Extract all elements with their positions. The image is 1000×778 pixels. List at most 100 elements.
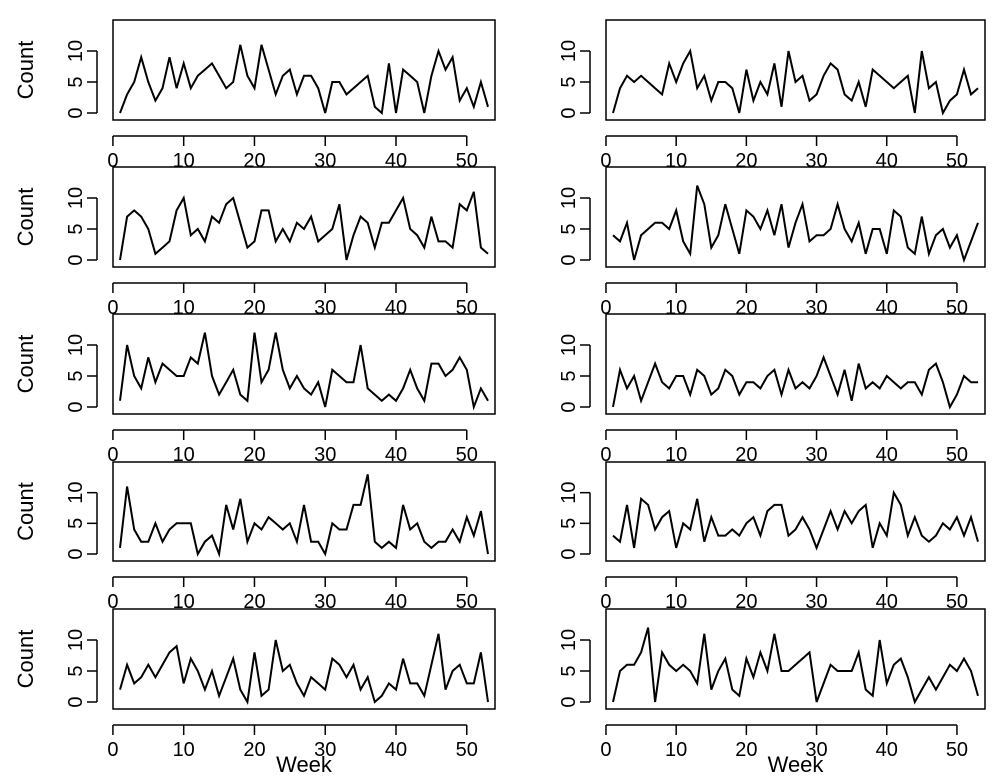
x-tick-label: 20 — [735, 297, 757, 319]
x-tick-label: 50 — [946, 591, 968, 613]
series-line — [119, 191, 489, 261]
y-tick-label: 0 — [558, 107, 580, 118]
x-tick-label: 30 — [314, 591, 336, 613]
plot-frame — [605, 313, 986, 415]
x-tick-label: 50 — [946, 150, 968, 172]
x-tick-label: 10 — [665, 297, 687, 319]
x-tick-label: 20 — [735, 150, 757, 172]
x-tick-label: 50 — [456, 739, 478, 761]
panel-5: 0 5 10 Count 0 10 20 30 40 50 — [13, 313, 496, 466]
series-line — [612, 354, 978, 410]
x-tick-label: 40 — [385, 297, 407, 319]
x-tick-label: 30 — [314, 150, 336, 172]
y-tick-label: 0 — [558, 401, 580, 412]
x-tick-label: 20 — [735, 444, 757, 466]
x-tick-label: 10 — [173, 297, 195, 319]
y-tick-label: 10 — [65, 40, 87, 62]
panel-3: 0 5 10 Count 0 10 20 30 40 50 — [13, 166, 496, 319]
y-axis-title: Count — [13, 188, 38, 247]
y-tick-label: 5 — [558, 518, 580, 529]
x-tick-label: 20 — [243, 150, 265, 172]
y-tick-label: 10 — [65, 629, 87, 651]
panel-1: 0 5 10 Count 0 10 20 30 40 50 — [13, 19, 496, 172]
plot-frame — [112, 461, 496, 562]
y-tick-label: 0 — [558, 548, 580, 559]
x-axis-title: Week — [276, 752, 333, 777]
x-tick-label: 0 — [600, 444, 611, 466]
series-line — [612, 627, 979, 705]
series-line — [119, 633, 489, 706]
series-line — [119, 332, 489, 411]
series-line — [612, 489, 979, 551]
x-tick-label: 50 — [946, 444, 968, 466]
x-axis-title: Week — [768, 752, 825, 777]
y-tick-label: 10 — [558, 187, 580, 209]
panel-7: 0 5 10 Count 0 10 20 30 40 50 — [13, 461, 496, 613]
plot-frame — [112, 313, 496, 415]
x-tick-label: 50 — [456, 444, 478, 466]
plot-frame — [605, 166, 986, 268]
x-tick-label: 10 — [665, 150, 687, 172]
x-tick-label: 40 — [385, 591, 407, 613]
y-tick-label: 10 — [65, 334, 87, 356]
x-tick-label: 20 — [243, 297, 265, 319]
y-tick-label: 0 — [558, 696, 580, 707]
y-tick-label: 5 — [65, 518, 87, 529]
panel-6: 0 5 10 0 10 20 30 40 50 — [558, 313, 986, 466]
y-axis-title: Count — [13, 630, 38, 689]
x-tick-label: 30 — [805, 150, 827, 172]
x-tick-label: 30 — [805, 739, 827, 761]
panel-4: 0 5 10 0 10 20 30 40 50 — [558, 166, 986, 319]
y-axis-title: Count — [13, 335, 38, 394]
y-tick-label: 5 — [558, 223, 580, 234]
y-axis-title: Count — [13, 482, 38, 541]
plot-frame — [605, 461, 986, 562]
x-tick-label: 0 — [600, 150, 611, 172]
y-tick-label: 10 — [558, 482, 580, 504]
plot-frame — [605, 608, 986, 710]
x-tick-label: 20 — [735, 591, 757, 613]
x-tick-label: 10 — [665, 444, 687, 466]
x-tick-label: 40 — [876, 444, 898, 466]
x-tick-label: 0 — [600, 739, 611, 761]
x-tick-label: 50 — [456, 150, 478, 172]
x-tick-label: 0 — [107, 150, 118, 172]
x-tick-label: 20 — [243, 739, 265, 761]
y-tick-label: 10 — [558, 40, 580, 62]
x-tick-label: 40 — [876, 297, 898, 319]
y-tick-label: 10 — [558, 334, 580, 356]
y-tick-label: 0 — [65, 696, 87, 707]
y-tick-label: 0 — [65, 107, 87, 118]
x-tick-label: 0 — [107, 444, 118, 466]
x-tick-label: 0 — [600, 591, 611, 613]
x-tick-label: 50 — [456, 591, 478, 613]
x-tick-label: 10 — [173, 150, 195, 172]
panel-10: 0 5 10 0 10 20 30 40 50 Week — [558, 608, 986, 777]
x-tick-label: 40 — [876, 150, 898, 172]
x-tick-label: 30 — [314, 444, 336, 466]
panel-8: 0 5 10 0 10 20 30 40 50 — [558, 461, 986, 613]
series-line — [119, 44, 489, 115]
x-tick-label: 10 — [173, 444, 195, 466]
series-line — [612, 185, 979, 264]
y-tick-label: 5 — [65, 76, 87, 87]
x-tick-label: 50 — [946, 739, 968, 761]
x-tick-label: 40 — [385, 150, 407, 172]
y-tick-label: 0 — [65, 254, 87, 265]
x-tick-label: 0 — [107, 591, 118, 613]
panel-2: 0 5 10 0 10 20 30 40 50 — [558, 19, 986, 172]
plot-frame — [605, 19, 986, 121]
x-tick-label: 50 — [946, 297, 968, 319]
y-tick-label: 5 — [558, 370, 580, 381]
panel-9: 0 5 10 Count 0 10 20 30 40 50 Week — [13, 608, 496, 777]
x-tick-label: 40 — [876, 591, 898, 613]
x-tick-label: 10 — [665, 591, 687, 613]
y-tick-label: 5 — [65, 370, 87, 381]
y-tick-label: 10 — [65, 187, 87, 209]
y-tick-label: 0 — [65, 401, 87, 412]
x-tick-label: 40 — [385, 739, 407, 761]
y-axis-title: Count — [13, 41, 38, 100]
y-tick-label: 5 — [65, 665, 87, 676]
x-tick-label: 40 — [385, 444, 407, 466]
x-tick-label: 30 — [805, 444, 827, 466]
